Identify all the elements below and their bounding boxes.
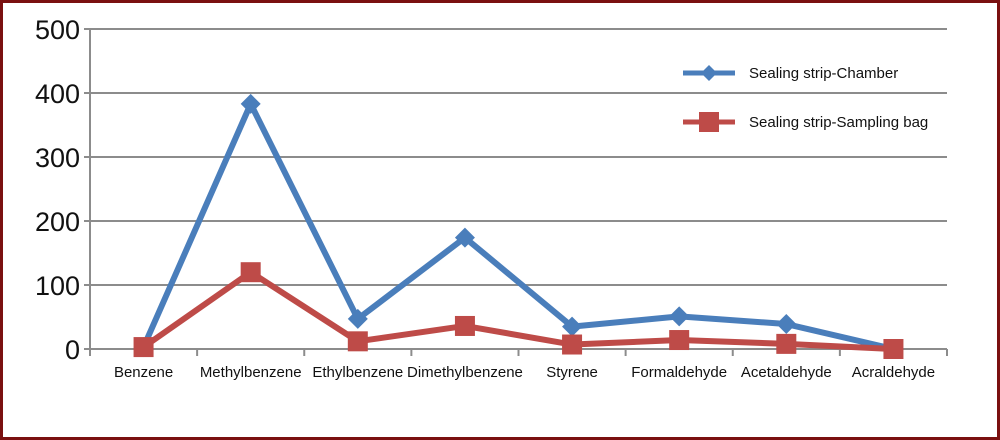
legend-item-sampling-bag: Sealing strip-Sampling bag	[683, 112, 928, 132]
data-point-diamond	[240, 93, 261, 114]
legend-label-sampling-bag: Sealing strip-Sampling bag	[749, 114, 928, 131]
legend-diamond-icon	[701, 65, 717, 81]
x-axis-tick-labels: Benzene Methylbenzene Ethylbenzene Dimethyl…	[114, 364, 935, 381]
series-lines	[133, 93, 904, 359]
legend-item-chamber: Sealing strip-Chamber	[683, 65, 898, 82]
line-chart: 0 100 200 300 400 500 Benzene Methylbenzene Eth…	[35, 15, 948, 381]
data-point-square	[776, 333, 797, 354]
y-axis-tick-labels: 0 100 200 300 400 500	[35, 15, 80, 365]
data-point-diamond	[776, 314, 797, 335]
data-point-square	[240, 262, 261, 283]
data-point-diamond	[562, 316, 583, 337]
y-tick-label: 400	[35, 79, 80, 109]
data-point-square	[133, 337, 154, 358]
legend-square-icon	[699, 112, 719, 132]
x-tick-label: Formaldehyde	[631, 364, 727, 381]
data-point-square	[562, 334, 583, 355]
data-point-square	[347, 331, 368, 352]
legend: Sealing strip-Chamber Sealing strip-Samp…	[683, 65, 928, 132]
data-point-square	[883, 339, 904, 359]
data-point-diamond	[347, 308, 368, 329]
x-tick-label: Acraldehyde	[852, 364, 935, 381]
series-line-0	[140, 100, 897, 352]
x-tick-label: Acetaldehyde	[741, 364, 832, 381]
y-tick-label: 0	[65, 335, 80, 365]
legend-label-chamber: Sealing strip-Chamber	[749, 65, 898, 82]
y-tick-label: 500	[35, 15, 80, 45]
x-tick-label: Styrene	[546, 364, 598, 381]
gridlines	[90, 28, 947, 286]
data-point-diamond	[669, 306, 690, 327]
data-point-square	[669, 330, 690, 351]
y-tick-label: 100	[35, 271, 80, 301]
data-point-diamond	[454, 227, 475, 248]
x-tick-label: Dimethylbenzene	[407, 364, 523, 381]
y-tick-label: 300	[35, 143, 80, 173]
series-line-1	[140, 269, 897, 352]
y-tick-label: 200	[35, 207, 80, 237]
axes	[84, 28, 948, 356]
data-point-square	[454, 315, 475, 336]
x-tick-label: Benzene	[114, 364, 173, 381]
x-tick-label: Methylbenzene	[200, 364, 302, 381]
x-tick-label: Ethylbenzene	[312, 364, 403, 381]
